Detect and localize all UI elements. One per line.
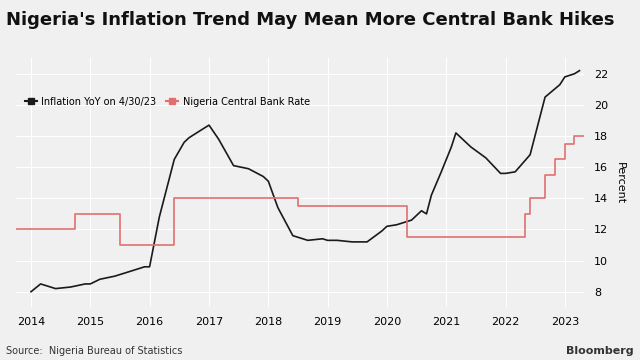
Legend: Inflation YoY on 4/30/23, Nigeria Central Bank Rate: Inflation YoY on 4/30/23, Nigeria Centra… xyxy=(21,93,314,111)
Text: Nigeria's Inflation Trend May Mean More Central Bank Hikes: Nigeria's Inflation Trend May Mean More … xyxy=(6,11,615,29)
Y-axis label: Percent: Percent xyxy=(615,162,625,204)
Text: Source:  Nigeria Bureau of Statistics: Source: Nigeria Bureau of Statistics xyxy=(6,346,183,356)
Text: Bloomberg: Bloomberg xyxy=(566,346,634,356)
